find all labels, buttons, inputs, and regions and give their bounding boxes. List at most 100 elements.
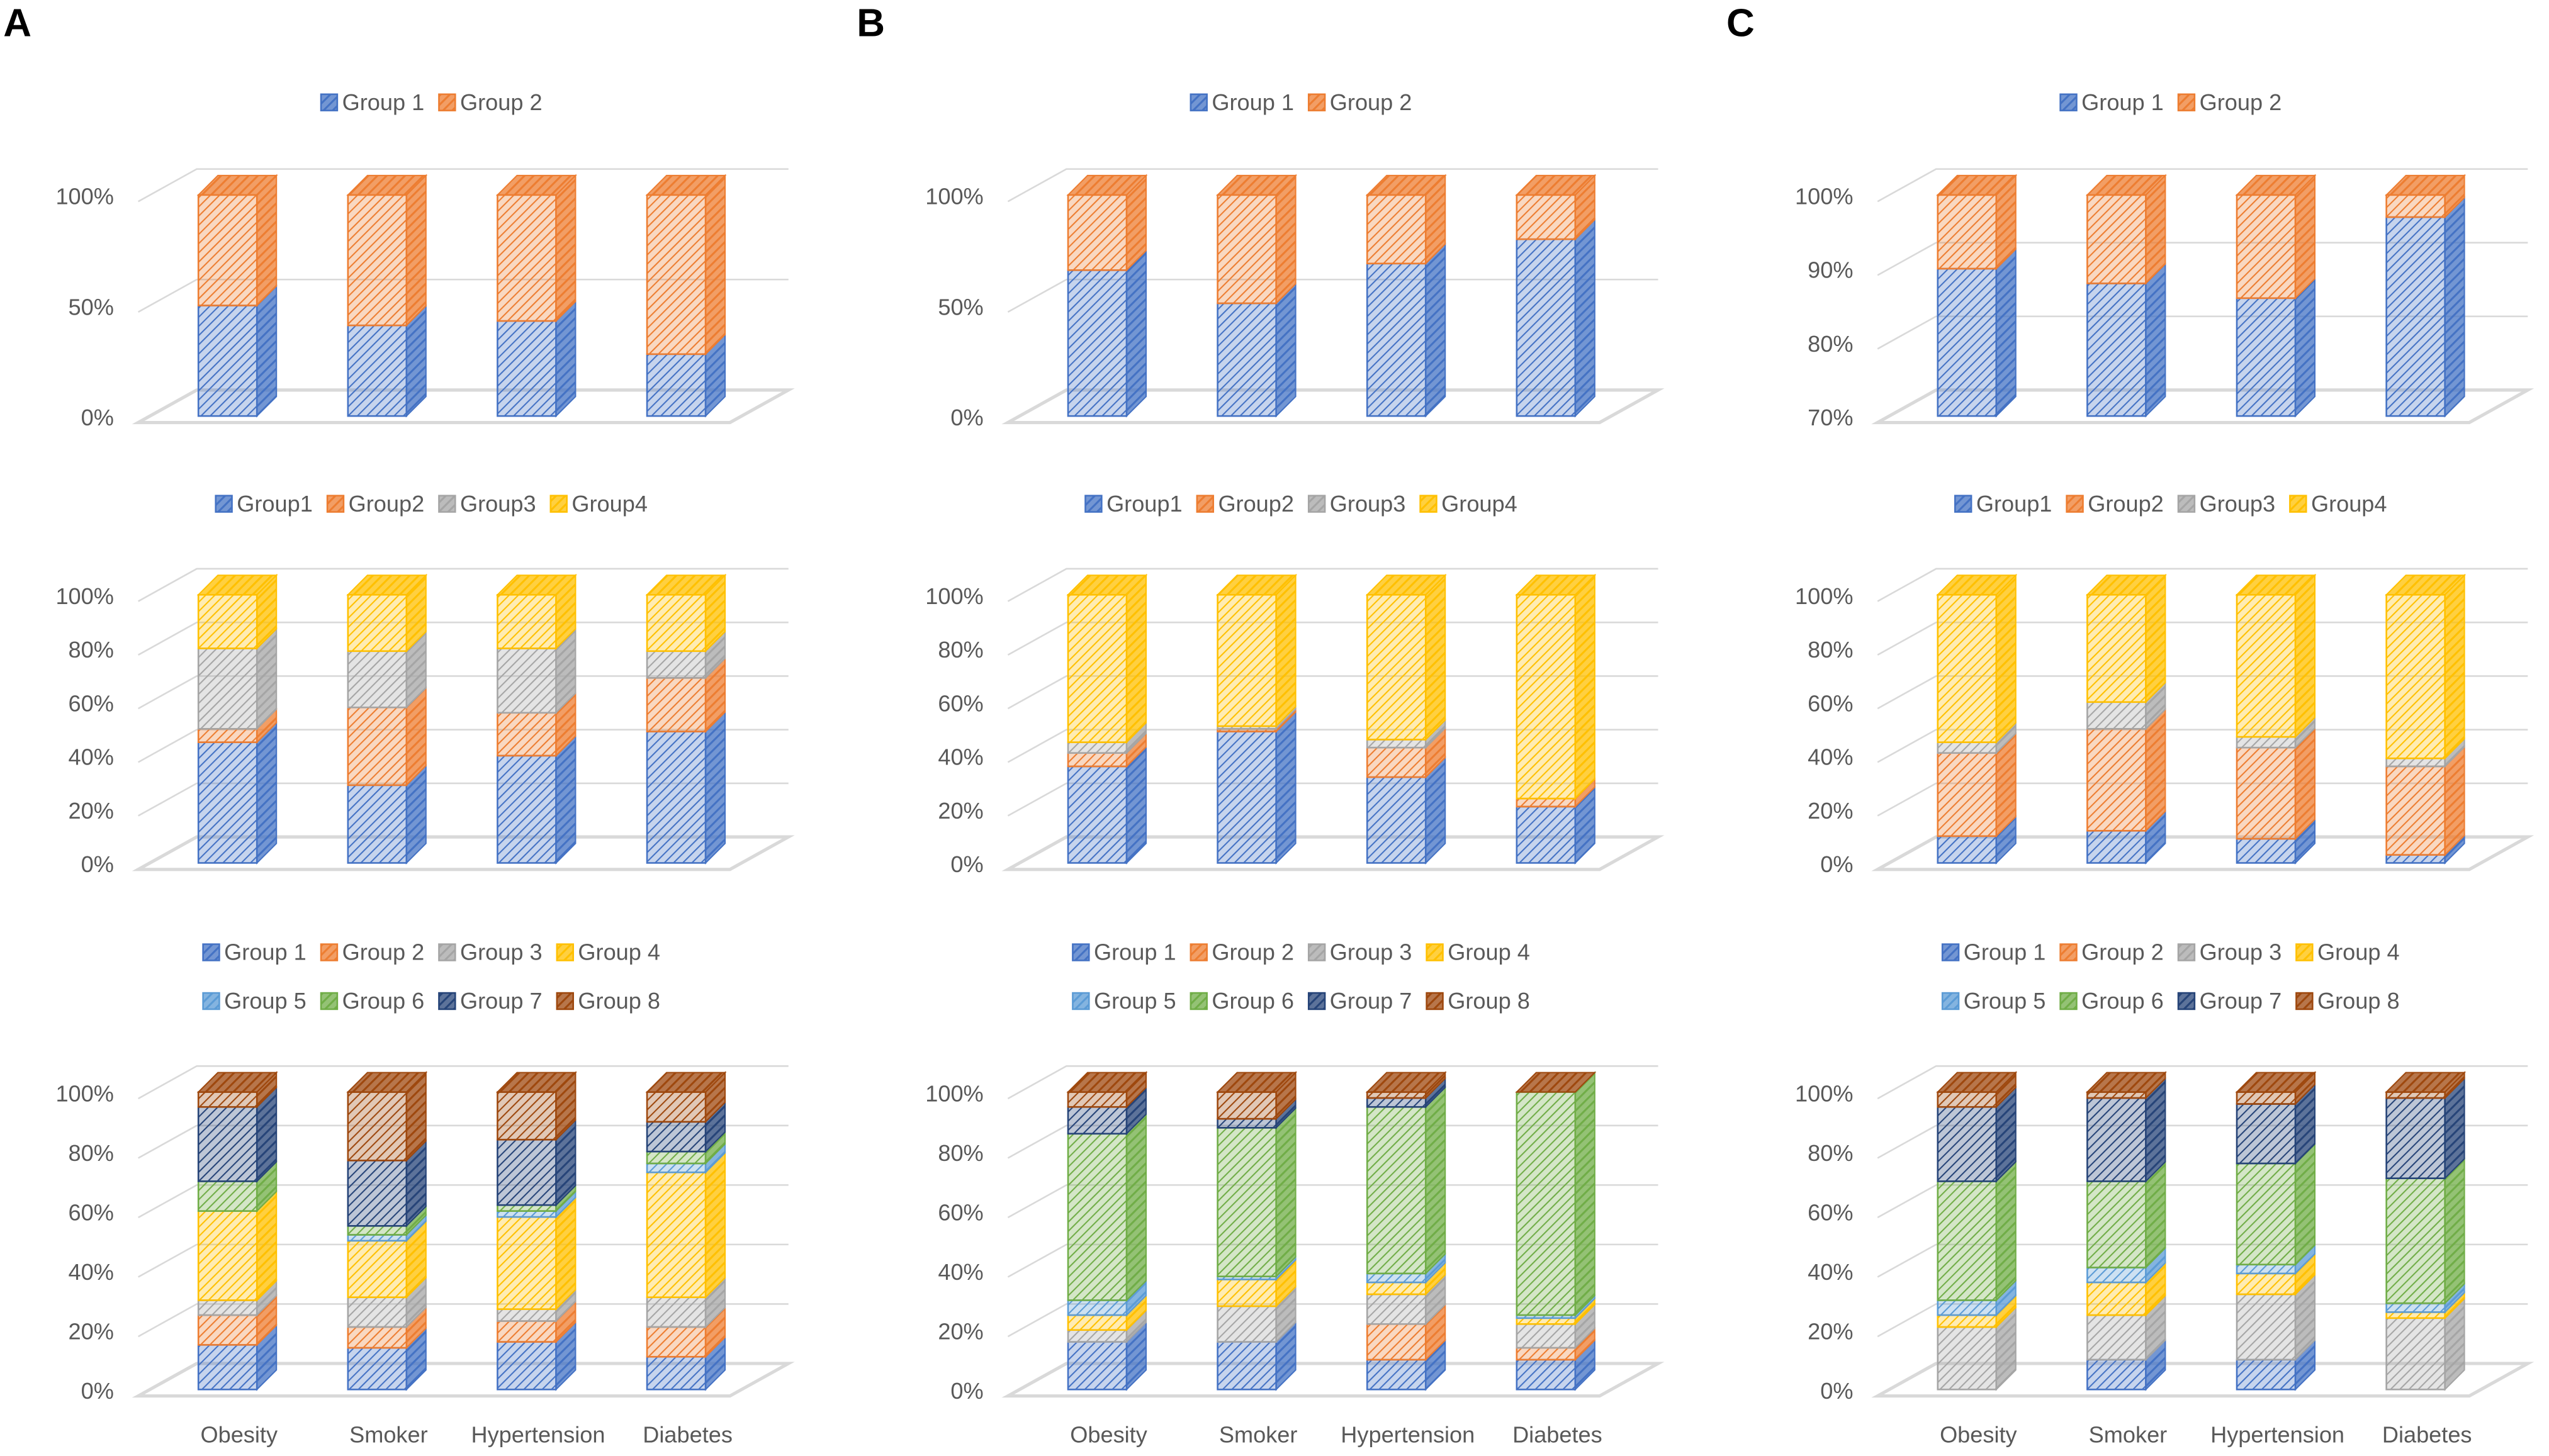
y-tick-label: 80% [1808, 1140, 1853, 1166]
y-tick-label: 0% [950, 405, 983, 430]
bar-segment [2236, 1263, 2297, 1275]
bar-segment [1217, 194, 1277, 305]
bar-segment [2086, 1180, 2147, 1268]
x-tick-label: Obesity [1070, 1422, 1147, 1448]
y-tick-label: 0% [81, 405, 114, 430]
bar-segment [1516, 238, 1577, 417]
legend-label: Group 4 [2317, 939, 2400, 965]
bar-side [1425, 242, 1446, 418]
bar-top [1365, 574, 1447, 596]
legend-label: Group2 [2088, 491, 2164, 517]
grid-line [138, 1243, 789, 1278]
grid-line [1001, 388, 1665, 425]
bar-segment [646, 1355, 707, 1391]
bar-side [1425, 1085, 1446, 1275]
legend-label: Group 2 [1212, 939, 1294, 965]
legend-swatch [1307, 93, 1326, 111]
bar-side [1995, 1160, 2017, 1302]
bar-top [1216, 574, 1298, 596]
bar-top [346, 174, 428, 196]
bar-segment [197, 647, 258, 730]
grid-line [138, 1124, 789, 1159]
bar-segment [646, 594, 707, 652]
legend-swatch [1084, 495, 1103, 513]
legend-swatch [1196, 495, 1214, 513]
grid-line [138, 782, 789, 817]
bar-segment [1067, 1091, 1128, 1108]
y-tick-label: 100% [1795, 1080, 1853, 1106]
y-tick-label: 60% [1808, 1199, 1853, 1225]
bar-segment [2086, 283, 2147, 417]
legend-label: Group 2 [2081, 939, 2164, 965]
bar-segment [497, 1210, 557, 1218]
legend-label: Group2 [349, 491, 425, 517]
grid-line [1877, 782, 2528, 817]
bar-side [256, 284, 278, 418]
legend-swatch [326, 495, 345, 513]
bar-segment [2086, 1314, 2147, 1361]
bar-side [704, 710, 726, 865]
bar-top [645, 1072, 727, 1093]
grid-line [138, 278, 789, 313]
bar-segment [497, 1320, 557, 1343]
grid-line [1871, 388, 2535, 425]
bar-segment [1366, 194, 1427, 265]
legend-swatch [2289, 495, 2307, 513]
bar-top [1066, 574, 1148, 596]
grid-line [1007, 729, 1658, 763]
bar-side [256, 721, 278, 865]
grid-line [1007, 621, 1658, 656]
bar-segment [1217, 1279, 1277, 1308]
bar-segment [497, 1341, 557, 1391]
legend-swatch [438, 93, 456, 111]
legend-swatch [2066, 495, 2084, 513]
bar-segment [197, 194, 258, 306]
bar-segment [646, 194, 707, 356]
bar-segment [2236, 1162, 2297, 1266]
legend-label: Group 5 [1094, 988, 1176, 1014]
x-tick-label: Hypertension [2210, 1422, 2344, 1448]
panel-label: C [1726, 2, 1755, 45]
bar-segment [497, 320, 557, 417]
legend-label: Group 6 [2081, 988, 2164, 1014]
legend-swatch [2177, 943, 2196, 961]
bar-top [495, 574, 577, 596]
bar-segment [2236, 736, 2297, 749]
legend-label: Group 6 [1212, 988, 1294, 1014]
y-tick-label: 60% [938, 1199, 983, 1225]
y-tick-label: 40% [938, 744, 983, 770]
bar-segment [1217, 1341, 1277, 1391]
grid-line [1877, 1303, 2528, 1338]
bar-segment [2236, 1103, 2297, 1165]
bar-side [2145, 707, 2166, 832]
bar-segment [347, 594, 408, 652]
bar-segment [1067, 1329, 1128, 1343]
bar-segment [347, 1240, 408, 1299]
bar-segment [2385, 765, 2446, 856]
bar-top [346, 1072, 428, 1093]
bar-segment [1067, 594, 1128, 743]
bar-segment [197, 741, 258, 864]
legend-swatch [2177, 992, 2196, 1011]
bar-segment [2236, 297, 2297, 417]
bar-segment [347, 1347, 408, 1391]
y-tick-label: 20% [1808, 798, 1853, 824]
grid-line [1877, 168, 2528, 203]
bar-segment [2385, 1097, 2446, 1179]
bar-segment [197, 1180, 258, 1212]
legend: Group 1 Group 2 [1190, 89, 1412, 115]
bar-segment [1516, 1358, 1577, 1391]
bar-top [2385, 174, 2467, 196]
bar-top [2385, 1072, 2467, 1093]
bar-top [1365, 1072, 1447, 1093]
legend-swatch [320, 93, 339, 111]
y-tick-label: 60% [69, 1199, 114, 1225]
bar-segment [2385, 757, 2446, 768]
legend-swatch [438, 495, 456, 513]
bar-segment [1516, 805, 1577, 864]
y-tick-label: 0% [950, 1378, 983, 1404]
panel-label: A [3, 2, 31, 45]
y-tick-label: 100% [55, 184, 113, 210]
bar-segment [347, 1225, 408, 1236]
grid-line [1871, 1362, 2535, 1398]
